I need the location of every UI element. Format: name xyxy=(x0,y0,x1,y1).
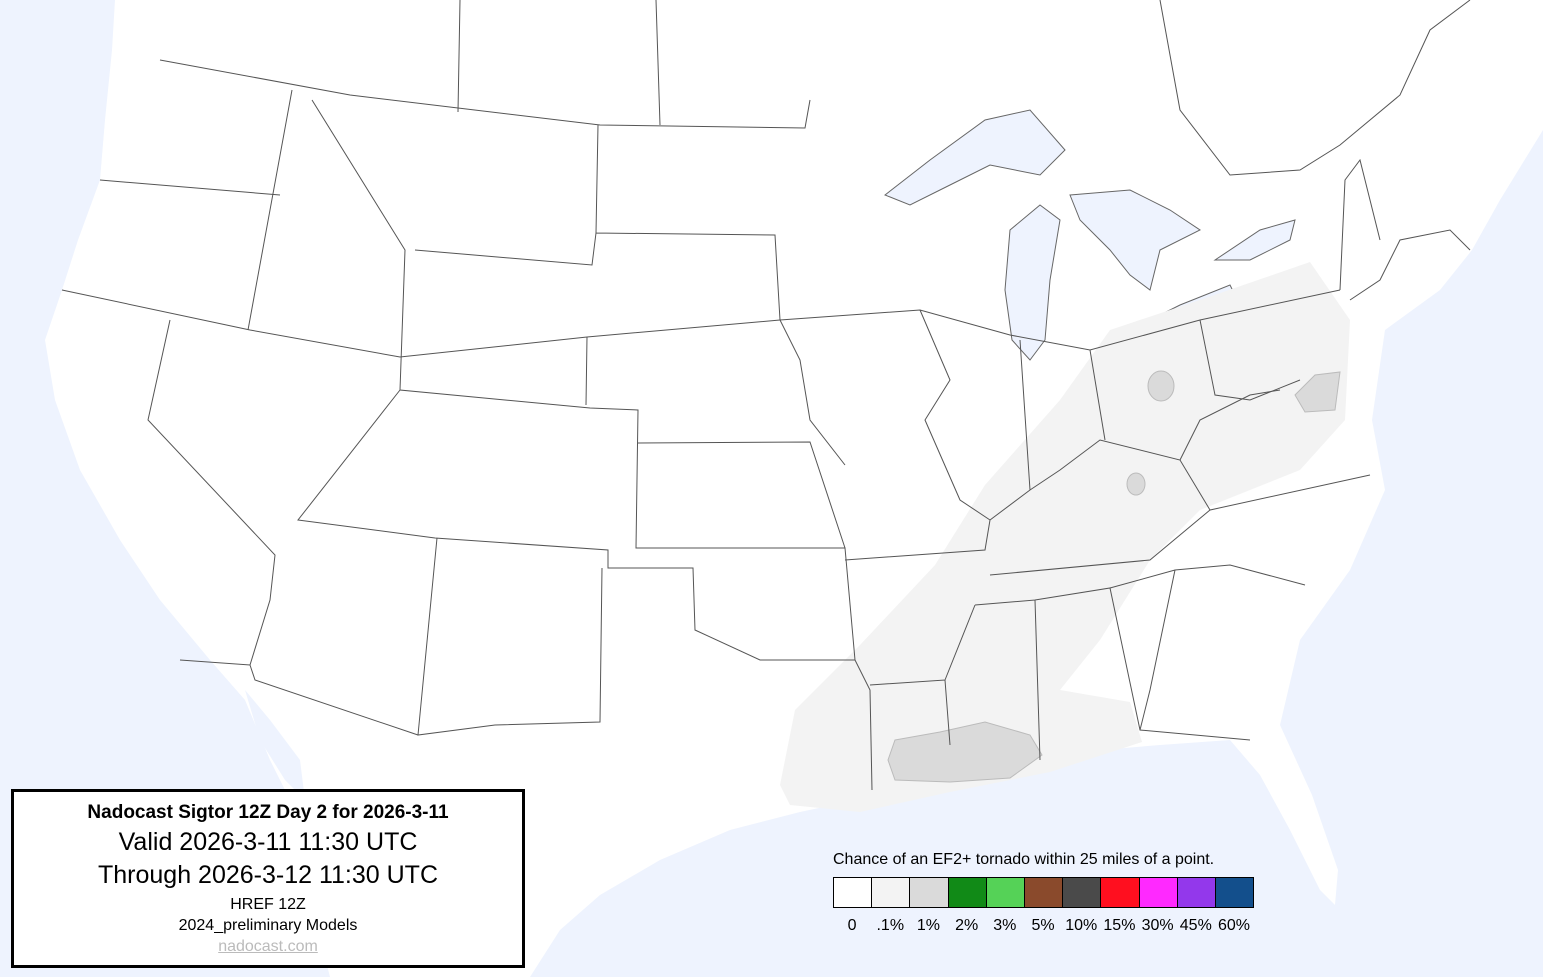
risk-area-1pct-kentucky xyxy=(1126,472,1146,496)
legend-label: 60% xyxy=(1217,917,1250,934)
lake-michigan xyxy=(1004,204,1061,361)
lake-superior xyxy=(884,109,1066,206)
legend-label: 3% xyxy=(993,917,1017,934)
risk-area-1pct-gulf xyxy=(887,721,1043,783)
legend-swatch xyxy=(1101,878,1140,907)
legend-label: 15% xyxy=(1103,917,1136,934)
legend-caption: Chance of an EF2+ tornado within 25 mile… xyxy=(833,851,1215,868)
legend-label: 1% xyxy=(916,917,941,934)
legend-swatch xyxy=(948,878,987,907)
models-version: 2024_preliminary Models xyxy=(178,917,358,934)
model-name: HREF 12Z xyxy=(230,896,306,913)
legend-label: 45% xyxy=(1179,917,1212,934)
risk-area-1pct-maryland xyxy=(1294,371,1341,413)
nadocast-link[interactable]: nadocast.com xyxy=(218,938,318,955)
legend-label: 30% xyxy=(1141,917,1174,934)
legend: Chance of an EF2+ tornado within 25 mile… xyxy=(833,851,1254,935)
legend-swatch xyxy=(1139,878,1178,907)
legend-swatch xyxy=(910,878,949,907)
legend-label: 10% xyxy=(1065,917,1098,934)
legend-swatch xyxy=(1177,878,1216,907)
lake-huron xyxy=(1069,189,1201,291)
pacific-ocean xyxy=(0,0,330,977)
lake-ontario xyxy=(1213,219,1296,261)
map-title: Nadocast Sigtor 12Z Day 2 for 2026-3-11 xyxy=(87,802,449,823)
risk-area-0.1pct xyxy=(780,262,1350,812)
legend-swatch xyxy=(1063,878,1102,907)
legend-label: 2% xyxy=(955,917,979,934)
legend-labels: 0 .1% 1% 2% 3% 5% 10% 15% 30% 45% 60% xyxy=(833,917,1254,935)
info-box: Nadocast Sigtor 12Z Day 2 for 2026-3-11 … xyxy=(11,789,525,968)
legend-label: 0 xyxy=(847,917,857,934)
valid-time: Valid 2026-3-11 11:30 UTC xyxy=(118,828,418,856)
legend-color-bar xyxy=(833,877,1254,908)
legend-swatch xyxy=(1215,878,1254,907)
legend-swatch xyxy=(1024,878,1064,907)
legend-swatch xyxy=(872,878,911,907)
legend-label: 5% xyxy=(1031,917,1055,934)
legend-swatch xyxy=(986,878,1025,907)
through-time: Through 2026-3-12 11:30 UTC xyxy=(97,861,438,889)
risk-area-1pct-ohio xyxy=(1147,370,1175,402)
legend-swatch xyxy=(834,878,873,907)
gulf-atlantic xyxy=(530,130,1543,977)
legend-label: .1% xyxy=(876,917,905,934)
